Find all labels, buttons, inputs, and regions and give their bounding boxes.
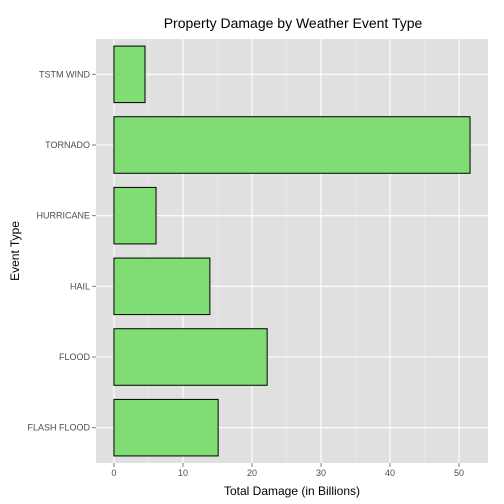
x-axis-title: Total Damage (in Billions) — [224, 484, 360, 498]
x-tick-label: 40 — [385, 468, 395, 478]
x-tick-label: 0 — [111, 468, 116, 478]
bar — [113, 45, 146, 104]
x-axis-ticks: 0 10 20 30 40 50 — [111, 463, 464, 478]
x-tick-label: 50 — [454, 468, 464, 478]
y-axis-title: Event Type — [8, 221, 22, 281]
bar — [113, 328, 268, 386]
plot-panel — [96, 39, 488, 463]
y-tick-label: HAIL — [70, 281, 90, 291]
bar — [113, 257, 211, 316]
y-tick-label: TORNADO — [45, 140, 90, 150]
bar — [113, 186, 157, 245]
grid — [96, 39, 488, 463]
y-tick-label: FLASH FLOOD — [27, 423, 90, 433]
y-axis-ticks: FLASH FLOOD FLOOD HAIL HURRICANE TORNADO TSTM… — [27, 69, 96, 433]
x-tick-label: 10 — [178, 468, 188, 478]
bar — [113, 116, 471, 174]
chart-title: Property Damage by Weather Event Type — [164, 15, 423, 31]
y-tick-label: HURRICANE — [36, 211, 90, 221]
y-tick-label: FLOOD — [59, 352, 91, 362]
x-tick-label: 30 — [316, 468, 326, 478]
x-tick-label: 20 — [247, 468, 257, 478]
bars — [113, 45, 471, 457]
y-tick-label: TSTM WIND — [39, 69, 90, 79]
bar — [113, 398, 219, 457]
